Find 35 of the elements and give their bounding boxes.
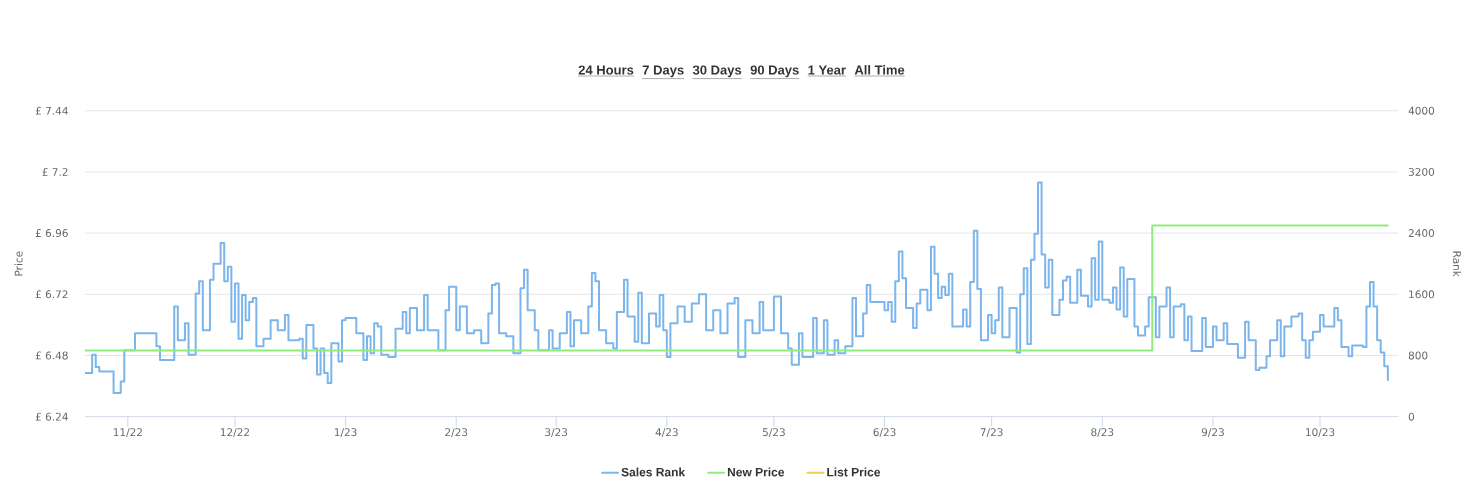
y2-tick-label: 1600 (1409, 290, 1435, 299)
x-tick-label: 12/22 (220, 428, 249, 437)
legend-label: New Price (727, 467, 785, 477)
x-tick-label: 7/23 (980, 428, 1003, 437)
y2-tick-label: 3200 (1408, 167, 1435, 176)
x-tick-label: 3/23 (545, 428, 568, 437)
text: 1 Year (808, 65, 846, 75)
legend-label: List Price (827, 467, 881, 477)
y2-tick-label: 800 (1408, 351, 1428, 360)
y2-tick-label: 0 (1408, 412, 1415, 421)
x-tick-label: 9/23 (1201, 428, 1224, 437)
legend-label: Sales Rank (621, 467, 686, 477)
text: 7 Days (642, 65, 684, 78)
text: All Time (854, 65, 905, 75)
x-tick-label: 11/22 (113, 428, 142, 437)
y-tick-label: £ 6.96 (35, 229, 68, 238)
y2-tick-label: 4000 (1408, 106, 1435, 115)
x-tick-label: 2/23 (445, 428, 468, 437)
text: 24 Hours (578, 65, 634, 75)
x-tick-label: 1/23 (334, 428, 357, 437)
y-tick-label: £ 6.48 (35, 351, 68, 360)
y-tick-label: £ 7.2 (42, 168, 68, 176)
text: 30 Days (692, 65, 742, 78)
x-tick-label: 5/23 (762, 428, 785, 437)
text: 90 Days (750, 65, 799, 78)
x-tick-label: 4/23 (655, 428, 678, 437)
y2-tick-label: 2400 (1408, 229, 1435, 238)
y-axis-title: Price (14, 251, 23, 276)
x-tick-label: 8/23 (1091, 428, 1114, 437)
y2-axis-title: Rank (1452, 251, 1462, 277)
y-tick-label: £ 7.44 (35, 106, 68, 115)
x-tick-label: 10/23 (1306, 428, 1335, 437)
x-tick-label: 6/23 (873, 428, 896, 437)
y-tick-label: £ 6.72 (35, 290, 68, 299)
y-tick-label: £ 6.24 (35, 412, 68, 421)
